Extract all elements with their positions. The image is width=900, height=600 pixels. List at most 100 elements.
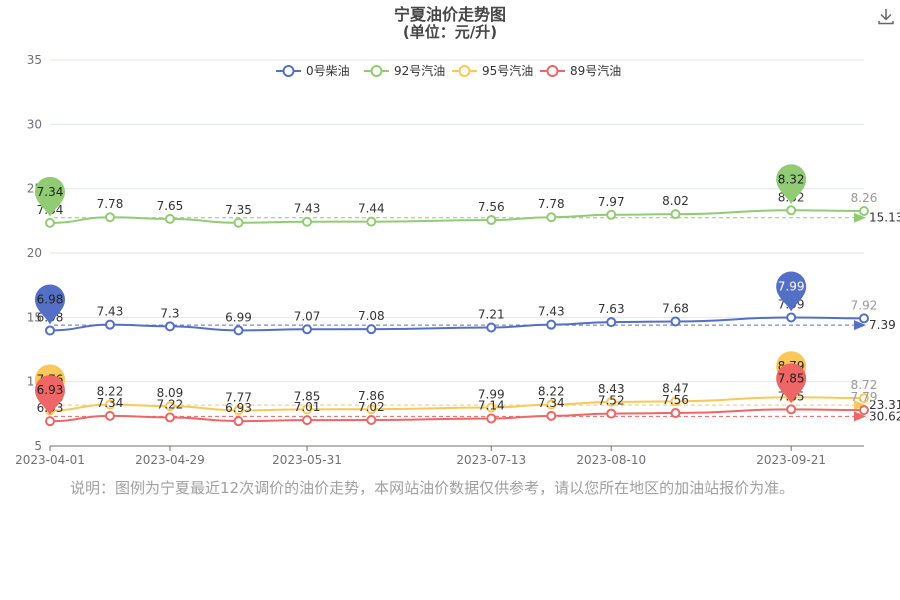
- x-tick-label: 2023-09-21: [756, 453, 826, 467]
- data-point-2-1: [104, 399, 115, 410]
- legend-item-0[interactable]: 0号柴油: [276, 64, 350, 78]
- data-label-2-8: 8.43: [598, 382, 625, 396]
- data-point-2-7: [546, 399, 557, 410]
- data-label-3-1: 7.34: [97, 396, 124, 410]
- legend-swatch-dot-3: [546, 65, 559, 77]
- data-label-1-1: 7.78: [97, 197, 124, 211]
- data-point-1-5: [366, 216, 377, 227]
- data-point-0-6: [486, 322, 497, 333]
- data-point-2-3: [233, 405, 244, 416]
- data-point-0-11: [859, 313, 869, 324]
- average-line-arrow-2: [854, 400, 866, 411]
- data-point-0-7: [546, 319, 557, 330]
- average-label-3: 30.62: [869, 409, 900, 423]
- data-point-3-0: [45, 416, 55, 427]
- data-label-1-4: 7.43: [294, 202, 321, 216]
- data-point-0-1: [104, 319, 115, 330]
- data-label-0-8: 7.63: [598, 302, 625, 316]
- data-label-1-11: 8.26: [851, 191, 878, 205]
- y-tick-label: 35: [27, 53, 42, 67]
- y-tick-label: 30: [27, 117, 42, 131]
- data-point-0-5: [366, 324, 377, 335]
- max-pin-shape-1: [776, 164, 807, 205]
- data-point-2-2: [164, 401, 175, 412]
- max-pin-0: 7.99: [776, 271, 807, 312]
- data-label-3-7: 7.34: [538, 396, 565, 410]
- data-label-1-9: 8.02: [662, 194, 689, 208]
- data-point-0-3: [233, 325, 244, 336]
- data-label-3-4: 7.01: [294, 400, 321, 414]
- min-pin-shape-1: [35, 176, 65, 217]
- legend-item-3[interactable]: 89号汽油: [540, 63, 621, 78]
- min-pin-shape-0: [35, 284, 65, 325]
- data-label-3-5: 7.02: [358, 400, 385, 414]
- y-tick-label: 15: [27, 310, 42, 324]
- data-label-1-8: 7.97: [598, 195, 625, 209]
- data-point-0-2: [164, 321, 175, 332]
- grid-lines: [50, 59, 864, 447]
- average-label-1: 15.13: [869, 211, 900, 225]
- data-point-1-3: [233, 217, 244, 228]
- min-pin-label-1: 7.34: [37, 185, 64, 199]
- max-pin-shape-3: [776, 363, 807, 404]
- data-point-1-8: [606, 209, 617, 220]
- data-label-1-6: 7.56: [478, 200, 505, 214]
- data-label-0-11: 7.92: [851, 298, 878, 312]
- data-point-1-2: [164, 213, 175, 224]
- download-icon[interactable]: [876, 6, 896, 26]
- data-label-0-6: 7.21: [478, 307, 505, 321]
- data-label-0-5: 7.08: [358, 309, 385, 323]
- data-label-2-9: 8.47: [662, 381, 689, 395]
- legend-swatch-dot-1: [370, 65, 383, 77]
- data-point-1-9: [670, 209, 681, 220]
- download-icon-glyph: [878, 9, 894, 25]
- data-point-1-6: [486, 215, 497, 226]
- legend-label-2: 95号汽油: [482, 63, 533, 78]
- data-label-2-7: 8.22: [538, 385, 565, 399]
- average-line-arrow-0: [854, 320, 866, 331]
- data-label-3-3: 6.93: [225, 401, 252, 415]
- average-label-0: 7.39: [869, 318, 896, 332]
- data-point-2-4: [302, 404, 313, 415]
- average-label-2: 23.31: [869, 398, 900, 412]
- data-point-2-5: [366, 404, 377, 415]
- max-pin-label-3: 7.85: [778, 371, 805, 385]
- data-point-2-6: [486, 402, 497, 413]
- data-point-3-11: [859, 405, 869, 416]
- data-label-1-2: 7.65: [157, 199, 184, 213]
- data-label-3-8: 7.52: [598, 394, 625, 408]
- data-label-2-3: 7.77: [225, 390, 252, 404]
- legend-item-2[interactable]: 95号汽油: [452, 63, 533, 78]
- data-point-3-4: [302, 415, 313, 426]
- data-label-3-6: 7.14: [478, 398, 505, 412]
- legend-item-1[interactable]: 92号汽油: [364, 63, 445, 78]
- data-label-0-9: 7.68: [662, 301, 689, 315]
- data-point-1-7: [546, 212, 557, 223]
- data-point-2-11: [859, 393, 869, 404]
- data-label-1-5: 7.44: [358, 202, 385, 216]
- data-point-3-6: [486, 413, 497, 424]
- legend-swatch-dot-0: [282, 65, 295, 77]
- data-label-2-4: 7.85: [294, 389, 321, 403]
- data-point-3-2: [164, 412, 175, 423]
- data-point-0-0: [45, 325, 55, 336]
- data-point-3-9: [670, 408, 681, 419]
- data-label-0-7: 7.43: [538, 305, 565, 319]
- data-point-1-1: [104, 212, 115, 223]
- data-point-3-7: [546, 410, 557, 421]
- chart-title: 宁夏油价走势图: [394, 5, 506, 24]
- legend[interactable]: 0号柴油 92号汽油 95号汽油 89号汽油: [276, 63, 621, 78]
- data-label-1-7: 7.78: [538, 197, 565, 211]
- legend-swatch-dot-2: [458, 65, 471, 77]
- data-label-2-6: 7.99: [478, 388, 505, 402]
- max-pin-shape-0: [776, 271, 807, 312]
- data-label-3-9: 7.56: [662, 393, 689, 407]
- average-line-arrow-1: [854, 212, 866, 223]
- data-label-2-1: 8.22: [97, 385, 124, 399]
- data-point-2-8: [606, 396, 617, 407]
- legend-label-3: 89号汽油: [570, 63, 621, 78]
- data-point-0-8: [606, 317, 617, 328]
- data-point-3-8: [606, 408, 617, 419]
- x-tick-label: 2023-04-01: [15, 453, 85, 467]
